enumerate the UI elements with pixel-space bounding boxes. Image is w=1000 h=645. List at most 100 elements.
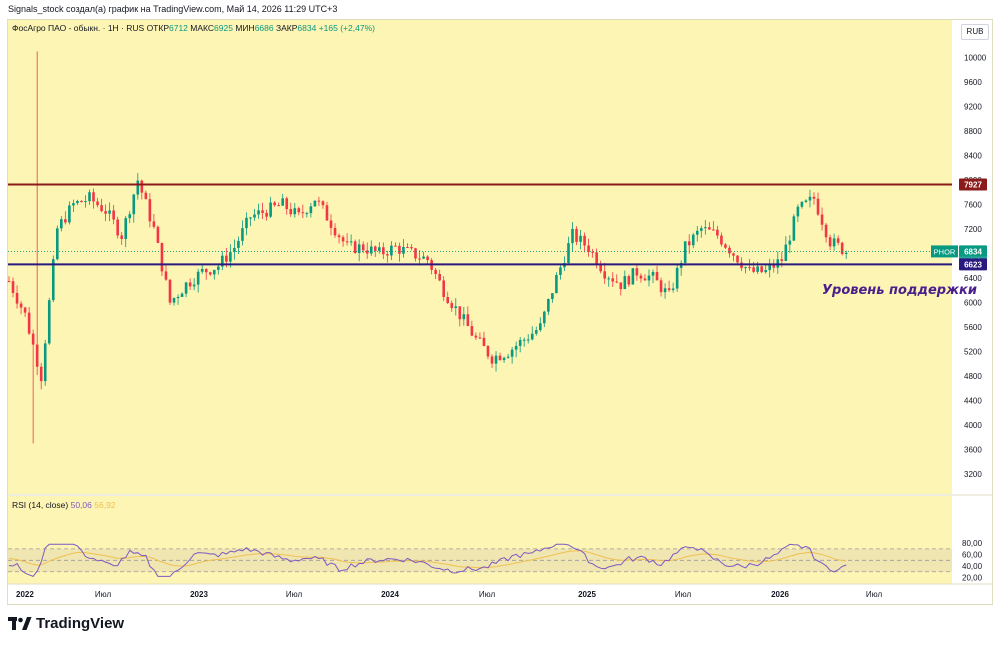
price-candle <box>104 211 107 214</box>
rsi-line <box>8 543 847 578</box>
price-candle <box>474 335 478 338</box>
price-candle <box>490 356 494 364</box>
price-candle <box>56 228 59 260</box>
price-candle <box>744 267 747 269</box>
price-candle <box>31 333 35 345</box>
price-candle <box>253 214 256 218</box>
price-candle <box>23 307 27 313</box>
currency-button[interactable]: RUB <box>961 24 989 40</box>
price-candle <box>418 258 421 260</box>
price-candle <box>212 269 216 275</box>
price-tick-label: 5600 <box>964 323 982 332</box>
price-candle <box>357 244 361 253</box>
price-candle <box>482 337 486 346</box>
support-price-tag-bg <box>959 258 987 271</box>
price-candle <box>19 303 23 308</box>
price-candle <box>196 271 200 285</box>
price-candle <box>390 245 393 256</box>
price-candle <box>176 296 180 299</box>
price-candle <box>301 212 305 214</box>
price-candle <box>148 199 152 222</box>
price-candle <box>671 288 675 291</box>
price-candle <box>325 205 329 221</box>
rsi-ma-value: 56,92 <box>94 500 116 510</box>
resistance-price-tag-bg <box>959 178 987 191</box>
price-candle <box>80 200 83 203</box>
price-candle <box>378 247 381 251</box>
price-candle <box>502 357 506 361</box>
price-tick-label: 5200 <box>964 348 982 357</box>
price-candle <box>257 210 260 215</box>
price-candle <box>700 228 703 231</box>
price-candle <box>27 312 31 334</box>
price-candle <box>788 240 792 245</box>
price-candle <box>120 235 123 239</box>
price-candle <box>486 345 490 357</box>
price-candle <box>72 203 75 206</box>
price-tick-label: 7600 <box>964 201 982 210</box>
chart-frame <box>7 19 993 605</box>
price-candle <box>269 202 272 217</box>
price-candle <box>313 200 317 207</box>
tradingview-brand[interactable]: TradingView <box>8 615 124 632</box>
price-candle <box>261 210 264 213</box>
price-candle <box>345 241 349 243</box>
price-candle <box>623 276 627 290</box>
price-candle <box>796 206 800 217</box>
price-tick-label: 9200 <box>964 103 982 112</box>
price-candle <box>651 271 655 276</box>
price-candle <box>96 201 99 206</box>
price-candle <box>764 270 767 273</box>
price-candle <box>108 210 111 214</box>
price-candle <box>724 244 727 248</box>
resistance-price-tag: 7927 <box>964 180 982 189</box>
price-candle <box>462 314 466 320</box>
price-candle <box>164 271 168 280</box>
price-candle <box>708 227 711 230</box>
price-candle <box>136 180 140 195</box>
price-candle <box>382 247 385 255</box>
price-candle <box>716 229 719 236</box>
price-axis-bg <box>952 20 992 584</box>
price-candle <box>543 311 546 324</box>
price-candle <box>184 282 188 294</box>
price-candle <box>172 298 176 303</box>
price-candle <box>124 218 128 239</box>
price-candle <box>836 238 840 243</box>
price-candle <box>132 194 136 215</box>
price-candle <box>579 235 582 242</box>
price-candle <box>168 279 172 303</box>
price-candle <box>361 244 365 251</box>
price-candle <box>188 282 192 287</box>
rsi-legend: RSI (14, close) 50,06 56,92 <box>12 500 116 510</box>
time-tick-label: Июл <box>286 590 303 599</box>
price-candle <box>667 288 671 291</box>
price-candle <box>748 267 751 269</box>
price-candle <box>663 288 667 293</box>
price-candle <box>571 228 574 244</box>
price-candle <box>144 192 148 200</box>
price-tick-label: 4800 <box>964 372 982 381</box>
price-candle <box>756 266 759 272</box>
price-candle <box>229 251 232 262</box>
price-candle <box>180 293 184 297</box>
support-annotation: Уровень поддержки <box>822 283 977 298</box>
last-price-tag-bg <box>959 245 987 258</box>
close-value: 6834 <box>297 23 317 33</box>
high-label: МАКС <box>190 23 215 33</box>
price-tick-label: 3200 <box>964 470 982 479</box>
change-value: +165 (+2,47%) <box>318 23 375 33</box>
time-tick-label: Июл <box>479 590 496 599</box>
price-candle <box>281 198 284 206</box>
price-candle <box>832 238 836 247</box>
price-candle <box>611 278 615 282</box>
price-candle <box>792 216 796 241</box>
price-candle <box>728 247 731 254</box>
attribution-text: Signals_stock создал(а) график на Tradin… <box>8 4 338 14</box>
price-candle <box>221 255 224 267</box>
time-tick-label: Июл <box>675 590 692 599</box>
price-candle <box>816 198 820 215</box>
price-candle <box>369 246 373 254</box>
price-candle <box>732 253 735 256</box>
